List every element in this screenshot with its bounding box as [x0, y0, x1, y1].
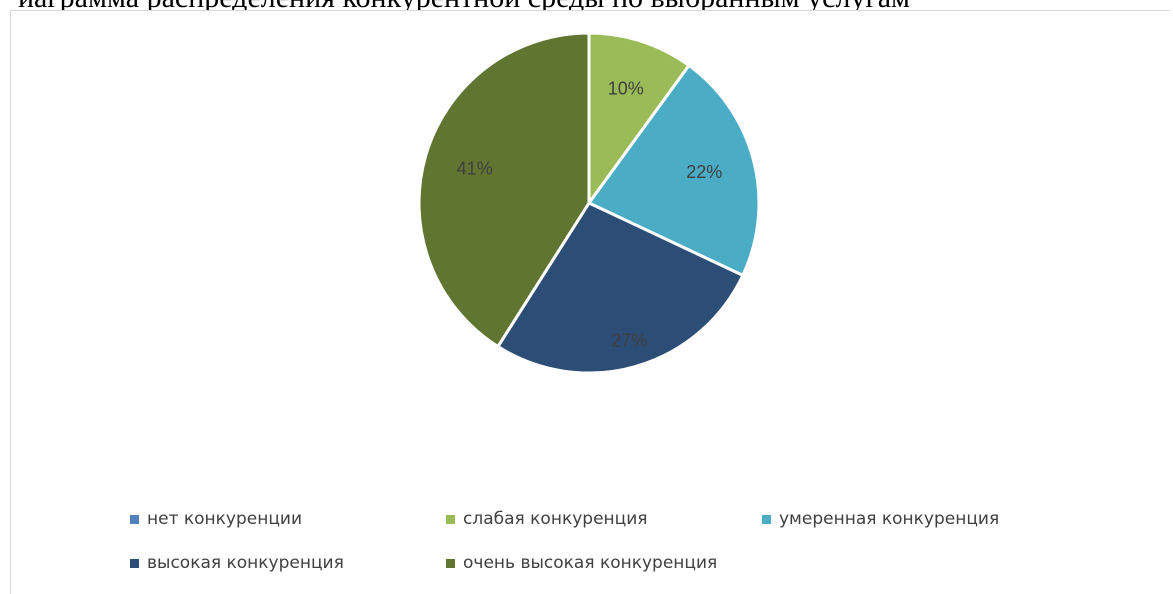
legend-item-0: нет конкуренции [130, 509, 302, 529]
pie-slice-1 [587, 31, 691, 205]
data-label-1: 10% [608, 79, 644, 99]
legend-label-4: очень высокая конкуренция [463, 553, 718, 573]
legend-swatch-1 [446, 514, 455, 524]
pie-slice-4 [417, 31, 591, 349]
legend-label-2: умеренная конкуренция [779, 509, 1000, 529]
pie-slice-3 [496, 201, 745, 375]
data-label-2: 22% [686, 162, 722, 182]
legend-swatch-3 [130, 558, 139, 568]
legend-swatch-0 [130, 514, 139, 524]
pie-slices [417, 31, 761, 375]
legend-label-0: нет конкуренции [147, 509, 303, 529]
legend-label-1: слабая конкуренция [463, 509, 648, 529]
cropped-document-heading: иаграмма распределения конкурентной сред… [0, 0, 1173, 12]
data-label-4: 41% [457, 159, 493, 179]
data-labels: 10% 22% 27% 41% [457, 79, 723, 351]
legend-item-1: слабая конкуренция [446, 509, 648, 529]
legend-swatch-2 [762, 514, 771, 524]
legend-swatch-4 [446, 558, 455, 568]
legend-item-2: умеренная конкуренция [762, 509, 999, 529]
legend-item-4: очень высокая конкуренция [446, 553, 717, 573]
legend-label-3: высокая конкуренция [147, 553, 344, 573]
data-label-3: 27% [611, 331, 647, 351]
legend-item-3: высокая конкуренция [130, 553, 344, 573]
